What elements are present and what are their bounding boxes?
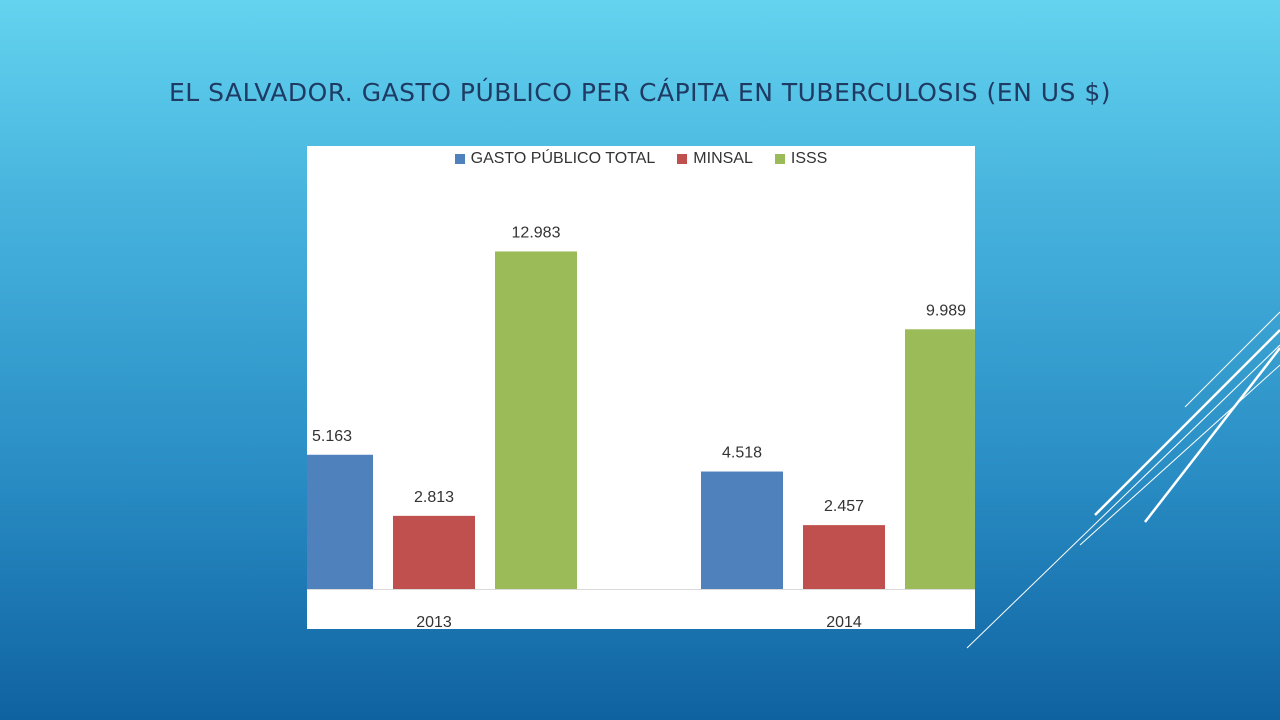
- category-axis-band: [307, 589, 975, 629]
- legend-swatch-minsal: [677, 154, 688, 164]
- chart-legend: GASTO PÚBLICO TOTAL MINSAL ISSS: [307, 148, 975, 170]
- data-label-2014-0: 4.518: [722, 445, 762, 462]
- bar-chart: 5.163 2.813 12.983 4.518 2.457 9.989 2013 2014: [307, 224, 975, 629]
- legend-item-minsal: MINSAL: [677, 150, 753, 168]
- bar-2014-1: [803, 525, 885, 589]
- legend-swatch-isss: [774, 154, 785, 164]
- legend-label-gasto-publico-total: GASTO PÚBLICO TOTAL: [470, 150, 656, 167]
- data-label-2014-2: 9.989: [926, 302, 966, 319]
- legend-item-gasto-publico-total: GASTO PÚBLICO TOTAL: [454, 150, 656, 168]
- bar-2013-1: [393, 515, 475, 589]
- decorative-line: [1184, 311, 1280, 408]
- category-label-2013: 2013: [416, 614, 452, 629]
- bar-2014-0: [701, 471, 783, 589]
- decorative-line: [1144, 347, 1280, 523]
- bar-2014-2: [905, 329, 975, 589]
- chart-panel: GASTO PÚBLICO TOTAL MINSAL ISSS 5.163 2.8…: [307, 146, 975, 629]
- legend-swatch-gasto-publico-total: [454, 154, 465, 164]
- data-label-2014-1: 2.457: [824, 498, 864, 515]
- legend-label-minsal: MINSAL: [693, 150, 753, 167]
- bar-2013-2: [495, 251, 577, 589]
- slide-title: EL SALVADOR. GASTO PÚBLICO PER CÁPITA EN…: [169, 78, 1111, 107]
- data-label-2013-2: 12.983: [512, 224, 561, 241]
- legend-item-isss: ISSS: [774, 150, 828, 168]
- data-label-2013-0: 5.163: [312, 428, 352, 445]
- category-label-2014: 2014: [826, 614, 862, 629]
- legend-label-isss: ISSS: [790, 150, 828, 167]
- decorative-line: [1094, 329, 1280, 516]
- data-label-2013-1: 2.813: [414, 489, 454, 506]
- decorative-line: [1079, 364, 1280, 546]
- bar-2013-0: [307, 454, 373, 589]
- decorative-line: [966, 344, 1280, 649]
